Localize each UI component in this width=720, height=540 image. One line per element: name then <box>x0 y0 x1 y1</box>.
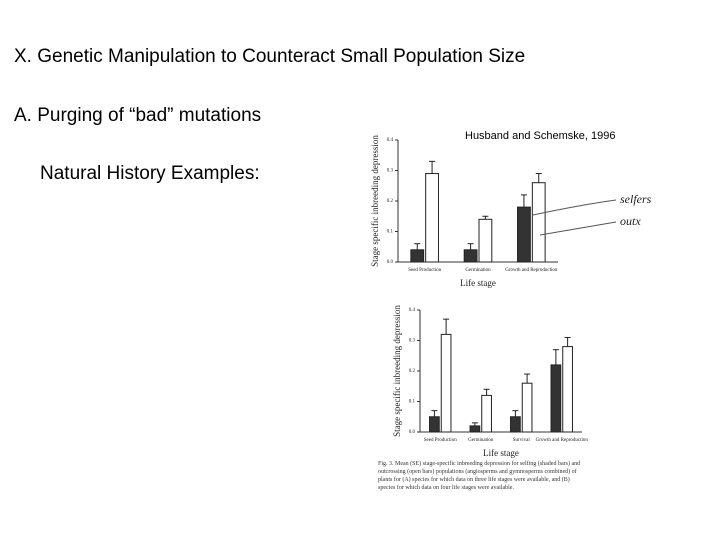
bar <box>517 206 531 263</box>
x-tick-label: Growth and Reproduction <box>505 268 558 273</box>
bar <box>521 382 533 433</box>
y-tick-label: 0.3 <box>387 169 394 174</box>
point: A. Purging of “bad” mutations <box>14 105 262 126</box>
bar <box>429 416 440 433</box>
y-tick-label: 0.4 <box>387 138 394 143</box>
y-tick-label: 0.4 <box>409 308 416 313</box>
bar <box>510 416 521 433</box>
series-annotation: outx <box>620 214 641 228</box>
y-tick-label: 0.2 <box>387 199 394 204</box>
bar <box>562 346 573 433</box>
bar <box>550 364 562 433</box>
subpoint: Natural History Examples: <box>40 163 260 184</box>
y-tick-label: 0.1 <box>409 400 416 405</box>
bar <box>469 425 481 433</box>
bar <box>425 173 439 263</box>
series-annotation: selfers <box>620 192 652 206</box>
bar <box>531 182 546 263</box>
y-tick-label: 0.0 <box>387 260 394 265</box>
y-tick-label: 0.3 <box>409 339 416 344</box>
y-tick-label: 0.2 <box>409 369 416 374</box>
bar <box>481 394 492 433</box>
bar <box>463 249 478 263</box>
y-axis-label: Stage specific inbreeding depression <box>370 135 380 267</box>
bar <box>440 333 452 433</box>
y-tick-label: 0.1 <box>387 230 394 235</box>
x-tick-label: Growth and Reproduction <box>536 438 589 443</box>
annotation-line <box>532 199 617 216</box>
citation: Husband and Schemske, 1996 <box>465 130 616 142</box>
x-axis-label: Life stage <box>483 448 519 458</box>
x-tick-label: Seed Production <box>408 268 441 273</box>
y-axis-label: Stage specific inbreeding depression <box>392 305 402 437</box>
bar <box>478 218 493 263</box>
caption: Fig. 3. Mean (SE) stage-specific inbreed… <box>378 461 581 491</box>
title: X. Genetic Manipulation to Counteract Sm… <box>14 46 526 67</box>
x-tick-label: Germination <box>465 268 491 273</box>
x-tick-label: Seed Production <box>424 438 457 443</box>
x-tick-label: Survival <box>513 438 531 443</box>
y-tick-label: 0.0 <box>409 430 416 435</box>
x-axis-label: Life stage <box>460 278 496 288</box>
annotation-line <box>539 221 617 236</box>
bar <box>410 249 425 263</box>
x-tick-label: Germination <box>468 438 494 443</box>
